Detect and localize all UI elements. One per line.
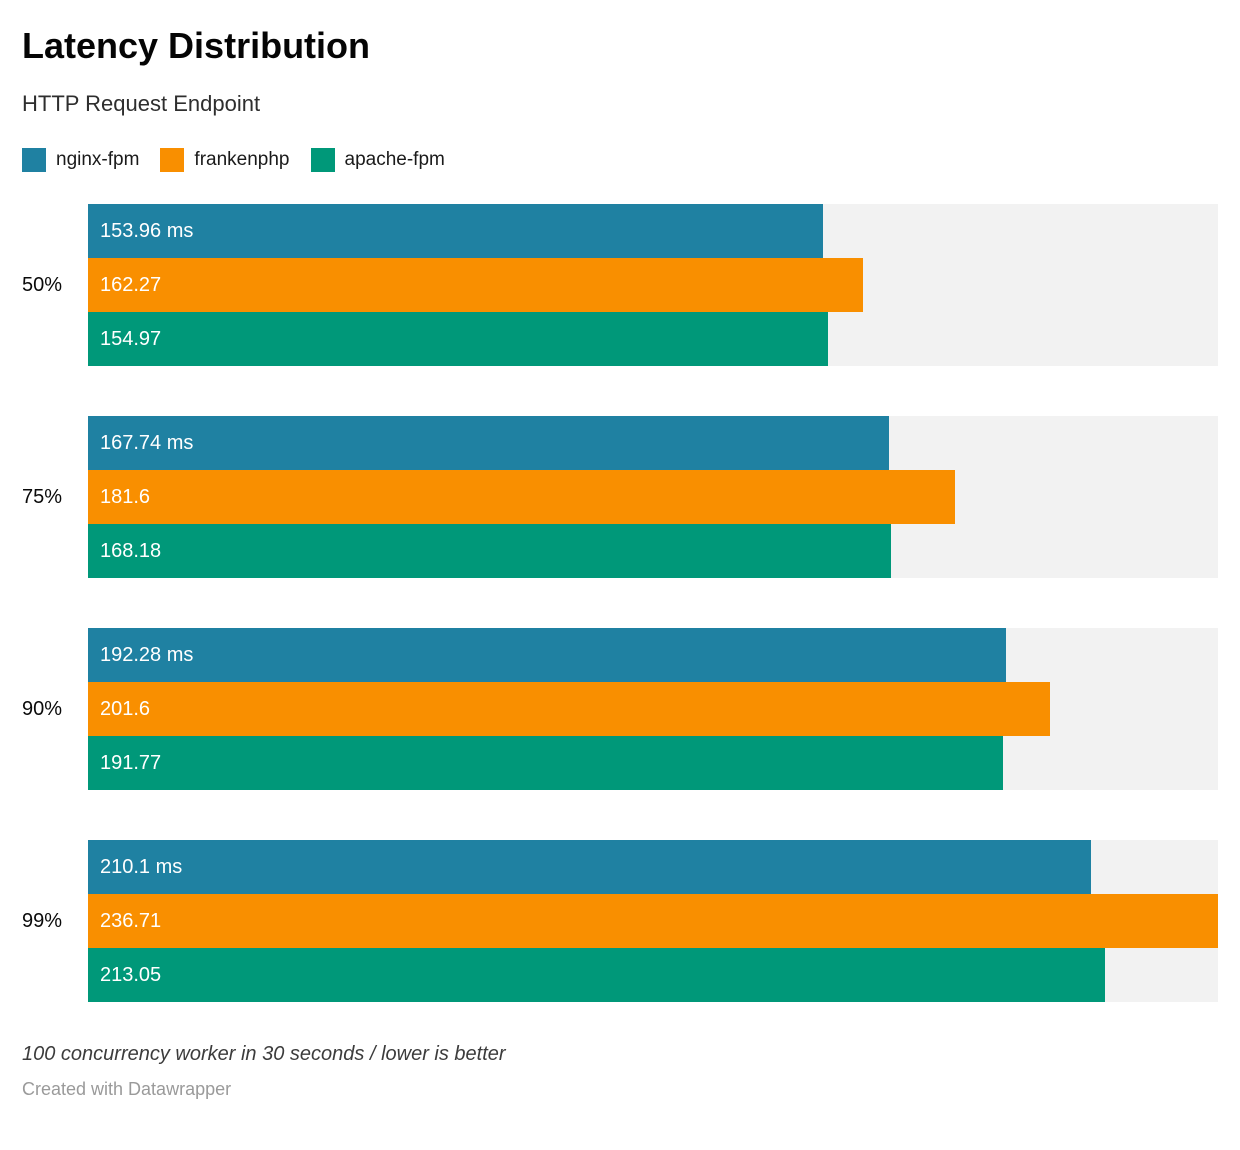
bar-track: 153.96 ms 162.27 154.97 (88, 204, 1218, 366)
bar-nginx-fpm-99%: 210.1 ms (88, 840, 1091, 894)
bar-value-label: 167.74 ms (100, 431, 194, 454)
bar-nginx-fpm-50%: 153.96 ms (88, 204, 823, 258)
bar-group-75%: 75% 167.74 ms 181.6 168.18 (22, 416, 1218, 578)
legend-label: nginx-fpm (56, 149, 140, 170)
category-label: 75% (22, 485, 63, 508)
category-label: 50% (22, 273, 63, 296)
bar-apache-fpm-75%: 168.18 (88, 524, 891, 578)
bar-track: 167.74 ms 181.6 168.18 (88, 416, 1218, 578)
chart-note: 100 concurrency worker in 30 seconds / l… (22, 1043, 506, 1065)
bar-apache-fpm-99%: 213.05 (88, 948, 1106, 1002)
bar-value-label: 236.71 (100, 909, 162, 932)
legend-item-apache-fpm: apache-fpm (310, 148, 445, 172)
latency-distribution-chart: Latency Distribution HTTP Request Endpoi… (0, 24, 1240, 1150)
plot-area: 50% 153.96 ms 162.27 154.97 75% 167.74 ms 181.… (22, 204, 1218, 1002)
bar-value-label: 181.6 (100, 485, 151, 508)
legend-item-nginx-fpm: nginx-fpm (22, 148, 139, 172)
bar-frankenphp-75%: 181.6 (88, 470, 955, 524)
chart-title: Latency Distribution (22, 25, 371, 66)
bar-value-label: 191.77 (100, 751, 162, 774)
bar-track: 192.28 ms 201.6 191.77 (88, 628, 1218, 790)
bar-value-label: 168.18 (100, 539, 162, 562)
bar-value-label: 213.05 (100, 963, 162, 986)
bar-frankenphp-50%: 162.27 (88, 258, 863, 312)
legend: nginx-fpm frankenphp apache-fpm (22, 148, 1218, 172)
bar-value-label: 210.1 ms (100, 855, 183, 878)
bar-value-label: 153.96 ms (100, 219, 194, 242)
bar-nginx-fpm-75%: 167.74 ms (88, 416, 889, 470)
category-label: 90% (22, 697, 63, 720)
bar-apache-fpm-90%: 191.77 (88, 736, 1004, 790)
bar-frankenphp-99%: 236.71 (88, 894, 1218, 948)
datawrapper-attribution: Created with Datawrapper (22, 1079, 232, 1099)
legend-label: frankenphp (194, 149, 290, 170)
category-label: 99% (22, 909, 63, 932)
bar-nginx-fpm-90%: 192.28 ms (88, 628, 1006, 682)
bar-value-label: 201.6 (100, 697, 151, 720)
bar-group-50%: 50% 153.96 ms 162.27 154.97 (22, 204, 1218, 366)
bar-apache-fpm-50%: 154.97 (88, 312, 828, 366)
bar-group-90%: 90% 192.28 ms 201.6 191.77 (22, 628, 1218, 790)
bar-track: 210.1 ms 236.71 213.05 (88, 840, 1218, 1002)
legend-swatch-icon (22, 148, 46, 172)
bar-value-label: 162.27 (100, 273, 162, 296)
legend-swatch-icon (310, 148, 335, 172)
chart-subtitle: HTTP Request Endpoint (22, 91, 261, 116)
bar-value-label: 192.28 ms (100, 643, 194, 666)
bar-group-99%: 99% 210.1 ms 236.71 213.05 (22, 840, 1218, 1002)
bar-frankenphp-90%: 201.6 (88, 682, 1051, 736)
bar-value-label: 154.97 (100, 327, 162, 350)
legend-item-frankenphp: frankenphp (160, 148, 290, 172)
legend-label: apache-fpm (344, 149, 445, 170)
legend-swatch-icon (160, 148, 185, 172)
